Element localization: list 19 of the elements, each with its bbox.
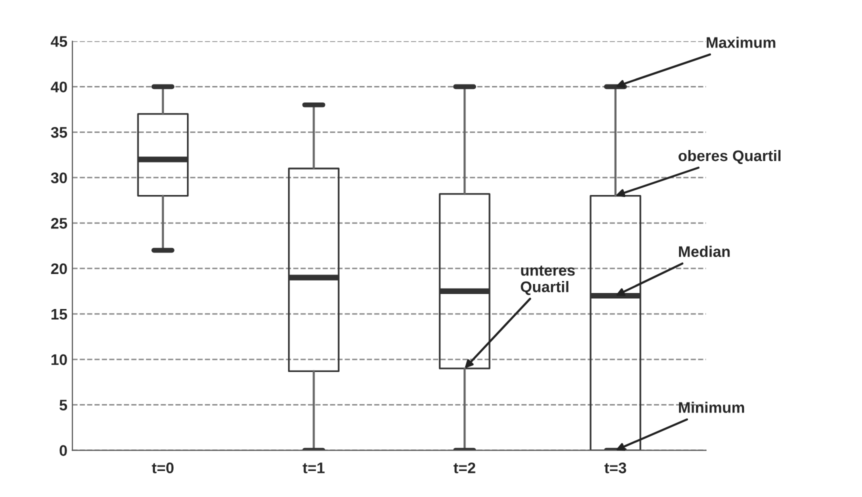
x-tick-label: t=1 xyxy=(302,462,325,474)
y-tick-label: 45 xyxy=(50,36,68,47)
y-tick-label: 15 xyxy=(52,308,68,320)
annotation: Maximum xyxy=(706,36,776,48)
y-tick-label: 0 xyxy=(60,445,67,456)
y-tick-label: 35 xyxy=(50,127,68,138)
y-tick-label: 5 xyxy=(60,400,68,411)
annotation: oberes Quartil xyxy=(678,150,780,164)
annotation: Minimum xyxy=(678,402,744,413)
x-tick-label: t=0 xyxy=(152,462,174,474)
y-tick-label: 30 xyxy=(50,172,67,184)
y-tick-label: 40 xyxy=(50,82,67,92)
annotation: unteres Quartil xyxy=(520,266,575,296)
y-tick-label: 25 xyxy=(51,218,68,229)
y-tick-label: 10 xyxy=(52,354,67,366)
x-tick-label: t=2 xyxy=(454,462,476,474)
y-tick-label: 20 xyxy=(51,263,67,274)
x-tick-label: t=3 xyxy=(604,462,626,474)
annotation: Median xyxy=(678,246,730,258)
